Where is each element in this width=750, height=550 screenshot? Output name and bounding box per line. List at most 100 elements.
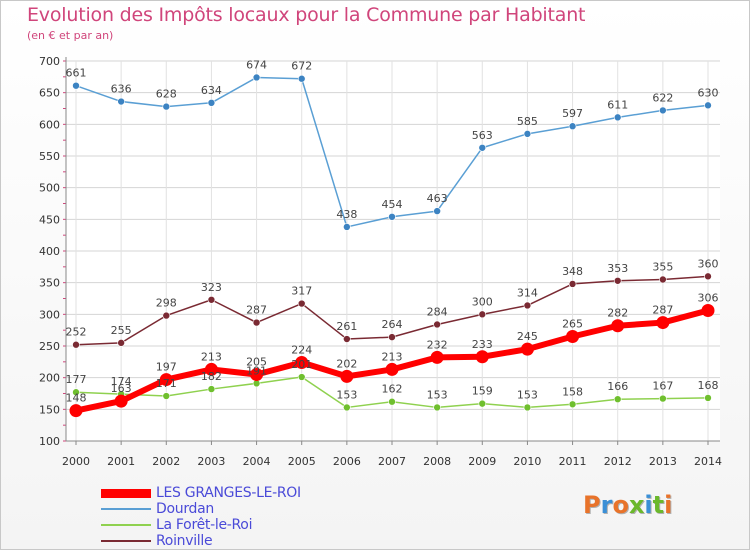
data-point-la-for-t-le-roi [297,373,306,381]
data-label-les-granges-le-roi: 202 [336,357,357,370]
data-label-les-granges-le-roi: 306 [698,292,719,305]
data-point-les-granges-le-roi [656,316,670,330]
data-point-dourdan [433,207,441,215]
x-tick-label: 2011 [559,455,587,468]
data-label-les-granges-le-roi: 232 [427,338,448,351]
logo-letter: r [600,491,613,519]
data-label-dourdan: 636 [111,83,132,96]
y-tick-label: 250 [39,340,60,353]
x-tick-label: 2003 [197,455,225,468]
data-point-roinville [478,310,487,319]
x-tick-label: 2007 [378,455,406,468]
data-point-dourdan [207,99,216,107]
data-point-roinville [207,295,216,304]
data-label-la-for-t-le-roi: 159 [472,385,493,398]
data-point-roinville [343,335,351,343]
x-tick-label: 2005 [288,455,316,468]
data-point-dourdan [162,102,171,111]
data-label-les-granges-le-roi: 163 [111,382,132,395]
data-point-la-for-t-le-roi [659,394,667,403]
y-tick-label: 550 [39,150,60,163]
data-label-roinville: 284 [427,305,448,318]
data-point-la-for-t-le-roi [207,385,216,393]
data-point-la-for-t-le-roi [343,403,351,412]
data-label-dourdan: 611 [607,98,628,111]
data-point-roinville [433,320,441,329]
data-point-les-granges-le-roi [430,350,444,364]
data-point-les-granges-le-roi [250,368,264,381]
data-label-la-for-t-le-roi: 201 [291,358,312,371]
data-point-les-granges-le-roi [295,355,309,369]
data-label-roinville: 314 [517,286,538,299]
data-point-dourdan [252,73,261,82]
legend-swatch [101,524,151,526]
data-label-la-for-t-le-roi: 168 [698,379,719,392]
logo-letter: x [628,491,645,519]
data-label-les-granges-le-roi: 213 [382,350,403,363]
legend-label: Dourdan [156,501,214,517]
data-label-dourdan: 463 [427,192,448,205]
y-tick-label: 150 [39,403,60,416]
data-label-dourdan: 597 [562,107,583,120]
data-label-les-granges-le-roi: 224 [291,343,312,356]
series-les-granges-le-roi [69,304,715,418]
y-tick-label: 650 [39,87,60,100]
data-point-les-granges-le-roi [701,304,715,318]
data-point-les-granges-le-roi [69,404,83,418]
data-label-dourdan: 585 [517,115,538,128]
data-label-roinville: 255 [111,324,132,337]
data-point-dourdan [704,101,712,110]
legend-swatch [101,488,151,498]
data-label-roinville: 355 [652,261,673,274]
logo-letter: P [583,491,601,519]
data-point-les-granges-le-roi [340,369,354,383]
data-point-la-for-t-le-roi [478,399,487,408]
y-tick-label: 300 [39,308,60,321]
data-label-les-granges-le-roi: 245 [517,330,538,343]
data-label-dourdan: 628 [156,88,177,101]
data-label-les-granges-le-roi: 265 [562,318,583,331]
data-label-la-for-t-le-roi: 153 [427,388,448,401]
x-tick-label: 2006 [333,455,361,468]
data-label-dourdan: 672 [291,60,312,73]
data-label-dourdan: 438 [336,208,357,221]
logo-letter: i [644,491,653,519]
data-point-roinville [72,340,80,349]
data-label-dourdan: 634 [201,84,222,97]
series-roinville [72,272,712,349]
data-point-dourdan [659,106,667,115]
data-point-la-for-t-le-roi [523,403,532,412]
data-point-dourdan [297,74,306,83]
x-tick-label: 2013 [649,455,677,468]
x-tick-label: 2010 [513,455,541,468]
data-point-la-for-t-le-roi [433,403,441,412]
y-tick-label: 100 [39,435,60,448]
data-point-roinville [117,339,125,347]
data-label-dourdan: 674 [246,58,267,71]
data-label-les-granges-le-roi: 148 [66,392,87,405]
data-label-les-granges-le-roi: 197 [156,361,177,374]
proxiti-logo: Proxiti [583,491,672,519]
data-point-dourdan [613,113,622,122]
y-tick-label: 200 [39,372,60,385]
data-label-la-for-t-le-roi: 182 [201,370,222,383]
y-tick-label: 400 [39,245,60,258]
data-label-dourdan: 661 [66,67,87,80]
data-point-les-granges-le-roi [385,362,399,376]
data-label-les-granges-le-roi: 287 [652,304,673,317]
data-point-la-for-t-le-roi [72,388,80,397]
data-point-roinville [162,311,171,320]
y-tick-label: 600 [39,118,60,131]
data-label-roinville: 252 [66,326,87,339]
data-point-la-for-t-le-roi [704,394,712,402]
series-la-for-t-le-roi [72,373,712,412]
data-point-les-granges-le-roi [566,330,580,343]
data-point-la-for-t-le-roi [568,400,577,409]
data-label-roinville: 287 [246,304,267,317]
data-point-roinville [568,280,577,288]
x-tick-label: 2012 [604,455,632,468]
data-point-dourdan [568,122,577,131]
data-point-les-granges-le-roi [520,342,534,356]
y-tick-label: 350 [39,277,60,290]
data-label-roinville: 348 [562,265,583,278]
